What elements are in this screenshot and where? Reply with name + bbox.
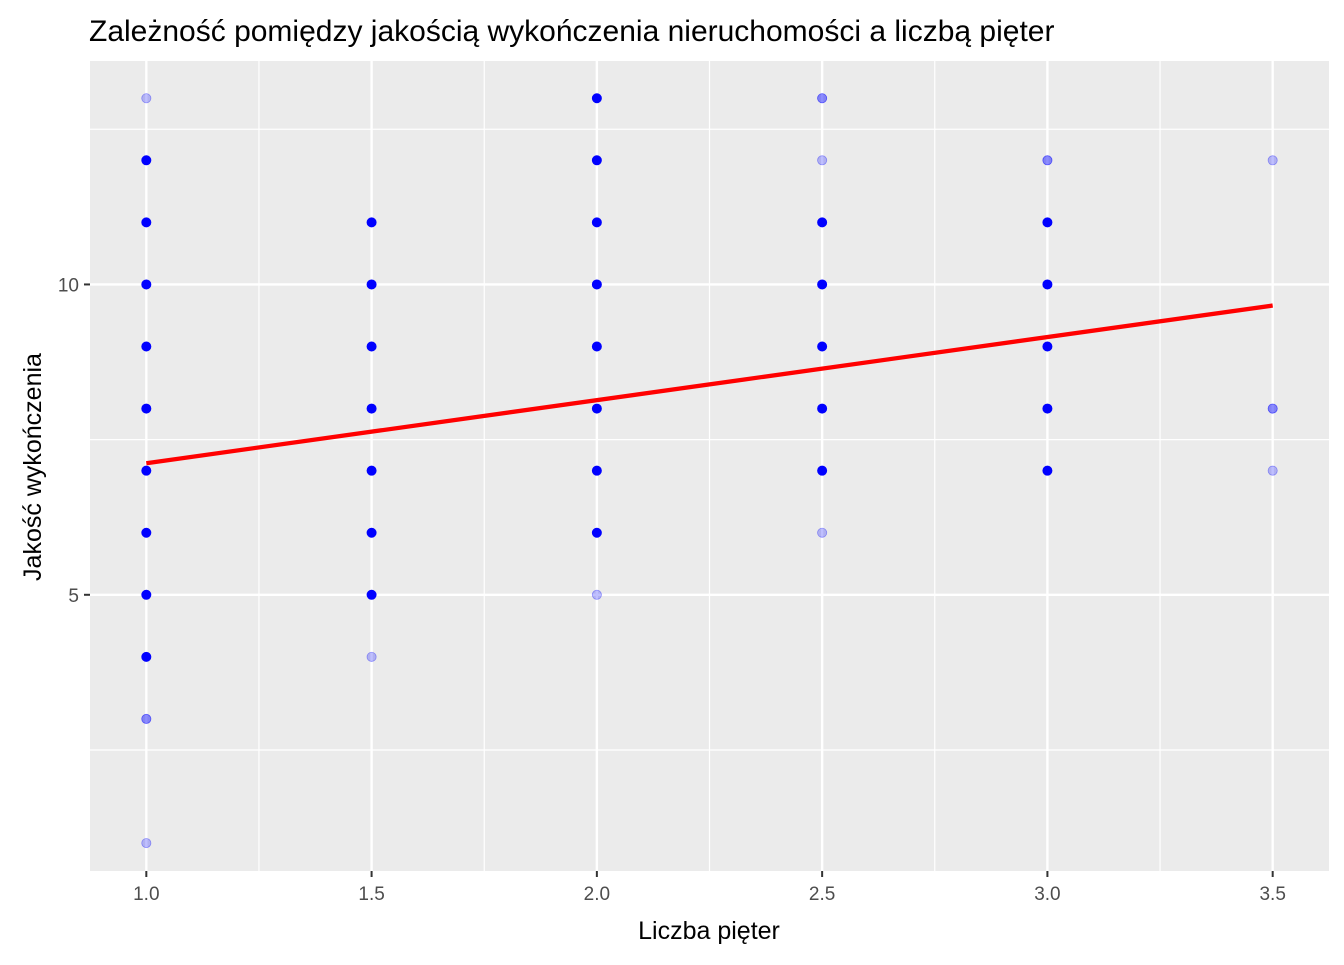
x-axis-ticks: 1.0 1.5 2.0 2.5 3.0 3.5 <box>133 871 1286 905</box>
data-point <box>591 527 602 538</box>
data-point <box>141 155 152 166</box>
data-point <box>817 155 828 166</box>
data-point <box>817 279 828 290</box>
data-point <box>817 527 828 538</box>
data-point <box>591 403 602 414</box>
data-point <box>141 651 152 662</box>
x-axis-title: Liczba pięter <box>638 917 780 945</box>
data-point <box>1042 341 1053 352</box>
data-point <box>591 279 602 290</box>
data-point <box>591 217 602 228</box>
data-point <box>1042 217 1053 228</box>
grid-minor <box>90 61 1329 871</box>
data-point <box>141 93 152 104</box>
data-point <box>366 341 377 352</box>
y-axis-ticks: 5 10 <box>58 275 90 607</box>
data-point <box>366 465 377 476</box>
data-point <box>141 713 152 724</box>
trend-line <box>146 303 1273 466</box>
data-point <box>1267 403 1278 414</box>
data-point <box>817 93 828 104</box>
data-point <box>141 589 152 600</box>
data-point <box>817 341 828 352</box>
data-point <box>141 279 152 290</box>
data-point <box>591 155 602 166</box>
data-point <box>817 217 828 228</box>
x-tick-label: 2.0 <box>584 884 610 905</box>
data-point <box>1042 403 1053 414</box>
data-point <box>366 651 377 662</box>
data-point <box>591 93 602 104</box>
data-point <box>591 465 602 476</box>
data-point <box>1267 465 1278 476</box>
data-point <box>141 403 152 414</box>
data-point <box>366 403 377 414</box>
data-point <box>1267 155 1278 166</box>
data-point <box>141 527 152 538</box>
data-point <box>141 217 152 228</box>
data-point <box>591 589 602 600</box>
data-point <box>366 279 377 290</box>
data-point <box>591 341 602 352</box>
data-point <box>141 465 152 476</box>
data-point <box>141 341 152 352</box>
data-point <box>1042 279 1053 290</box>
data-point <box>1042 465 1053 476</box>
data-point <box>366 589 377 600</box>
x-tick-label: 3.0 <box>1034 884 1060 905</box>
data-point <box>366 527 377 538</box>
y-tick-label: 10 <box>58 275 79 296</box>
data-point <box>817 465 828 476</box>
data-point <box>366 217 377 228</box>
data-point <box>817 403 828 414</box>
x-tick-label: 3.5 <box>1259 884 1285 905</box>
data-point <box>141 838 152 849</box>
y-axis-title: Jakość wykończenia <box>19 353 47 581</box>
data-points <box>141 93 1278 849</box>
trend-line-layer <box>146 303 1273 466</box>
x-tick-label: 1.0 <box>133 884 159 905</box>
x-tick-label: 1.5 <box>358 884 384 905</box>
chart-title: Zależność pomiędzy jakością wykończenia … <box>89 15 1054 48</box>
x-tick-label: 2.5 <box>809 884 835 905</box>
y-tick-label: 5 <box>68 586 79 607</box>
data-point <box>1042 155 1053 166</box>
